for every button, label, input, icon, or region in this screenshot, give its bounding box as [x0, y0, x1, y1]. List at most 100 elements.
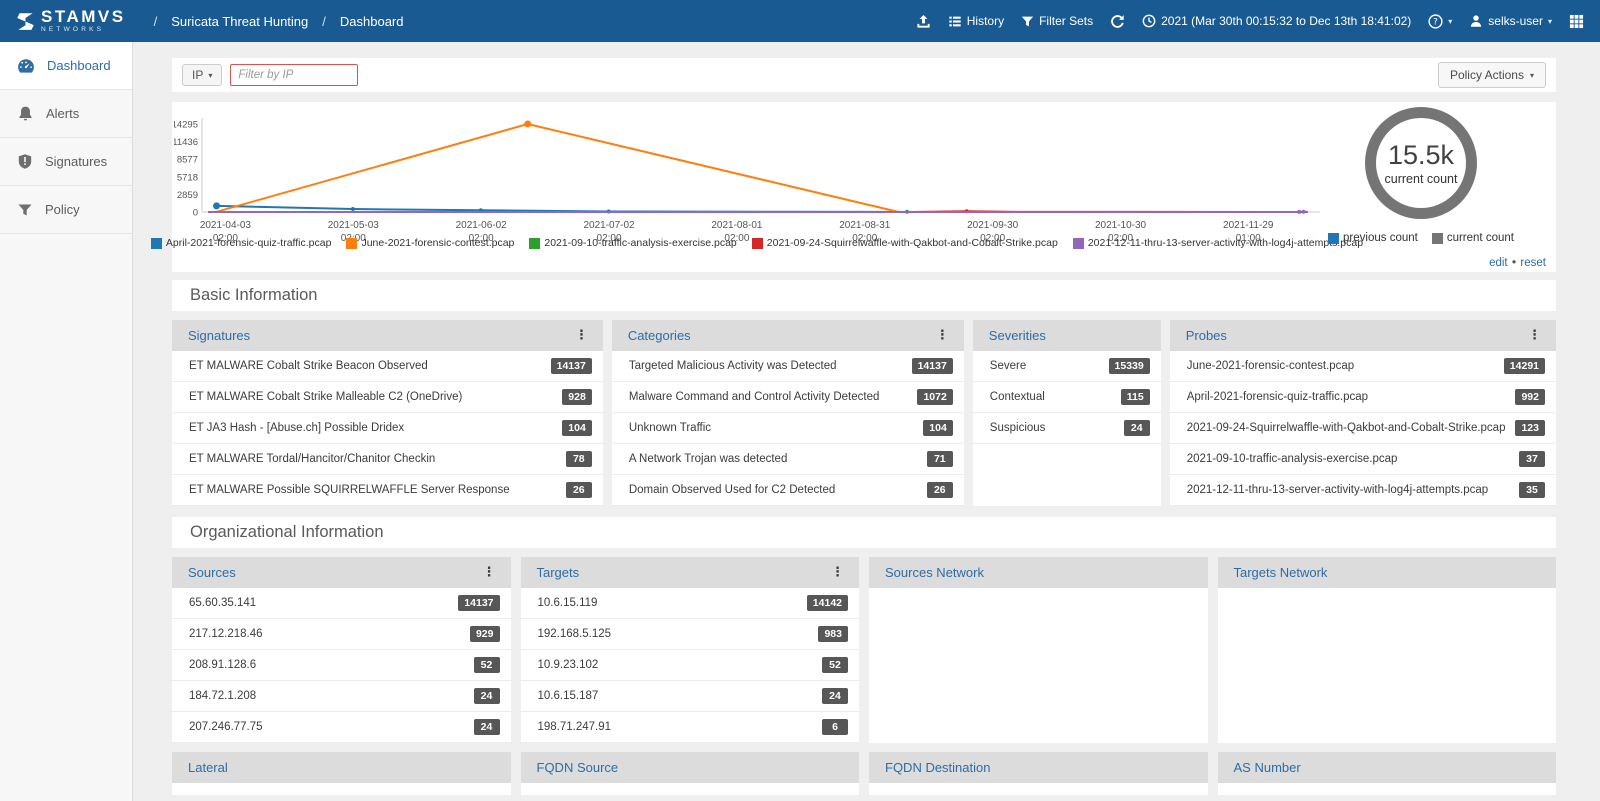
- card-title: Sources Network: [885, 565, 984, 580]
- stats-row[interactable]: Severe 15339: [972, 351, 1161, 382]
- upload-button[interactable]: [916, 14, 931, 29]
- chart-legend-item[interactable]: 2021-09-24-Squirrelwaffle-with-Qakbot-an…: [751, 237, 1058, 249]
- time-range-picker[interactable]: 2021 (Mar 30th 00:15:32 to Dec 13th 18:4…: [1142, 14, 1411, 28]
- history-button[interactable]: History: [948, 14, 1004, 28]
- filter-type-select[interactable]: IP ▾: [182, 64, 223, 86]
- stats-row[interactable]: 207.246.77.75 24: [172, 712, 511, 743]
- kebab-menu-icon[interactable]: ⋮: [935, 328, 949, 343]
- kebab-menu-icon[interactable]: ⋮: [1528, 328, 1541, 343]
- refresh-button[interactable]: [1110, 14, 1125, 29]
- x-tick-time: 02:00: [852, 233, 877, 244]
- upload-icon: [917, 14, 930, 28]
- stats-row[interactable]: Unknown Traffic 104: [611, 413, 964, 444]
- stamus-logo[interactable]: STAMVS NETWORKS: [16, 8, 126, 34]
- chart-legend-item[interactable]: April-2021-forensic-quiz-traffic.pcap: [150, 237, 331, 249]
- filter-sets-button[interactable]: Filter Sets: [1021, 14, 1093, 28]
- stats-row-label: 207.246.77.75: [189, 721, 263, 733]
- y-tick-label: 2859: [177, 190, 198, 201]
- chevron-down-icon: ▾: [1448, 16, 1453, 26]
- gauge-ring: 15.5k current count: [1365, 107, 1477, 219]
- x-tick-date: 2021-08-31: [839, 220, 891, 231]
- filter-input[interactable]: [230, 64, 359, 86]
- stats-row[interactable]: 192.168.5.125 983: [520, 619, 859, 650]
- stats-row[interactable]: ET MALWARE Cobalt Strike Malleable C2 (O…: [172, 382, 603, 413]
- stats-row[interactable]: Domain Observed Used for C2 Detected 26: [611, 475, 964, 506]
- stats-row[interactable]: A Network Trojan was detected 71: [611, 444, 964, 475]
- stats-row[interactable]: 2021-09-24-Squirrelwaffle-with-Qakbot-an…: [1169, 413, 1556, 444]
- stats-row[interactable]: 2021-09-10-traffic-analysis-exercise.pca…: [1169, 444, 1556, 475]
- edit-link[interactable]: edit: [1489, 257, 1508, 269]
- stats-row[interactable]: 2021-12-11-thru-13-server-activity-with-…: [1169, 475, 1556, 506]
- gauge-value: 15.5k: [1387, 140, 1455, 170]
- count-badge: 983: [818, 626, 848, 642]
- stats-row[interactable]: Targeted Malicious Activity was Detected…: [611, 351, 964, 382]
- stats-row[interactable]: 10.6.15.119 14142: [520, 588, 859, 619]
- count-badge: 115: [1120, 389, 1150, 405]
- y-tick-label: 5718: [177, 172, 198, 183]
- sidebar-item[interactable]: Alerts: [0, 90, 132, 138]
- user-menu[interactable]: selks-user ▾: [1469, 14, 1552, 28]
- stats-card: Severities ⋮ Severe 15339 Contextual 115…: [972, 320, 1161, 506]
- stats-row[interactable]: 10.6.15.187 24: [520, 681, 859, 712]
- stats-row[interactable]: Suspicious 24: [972, 413, 1161, 444]
- chart-legend-item[interactable]: 2021-12-11-thru-13-server-activity-with-…: [1072, 237, 1363, 249]
- main-content: IP ▾ Policy Actions ▾ 0 2859 5718 8577 11436…: [133, 42, 1600, 801]
- y-tick-label: 14295: [174, 120, 198, 131]
- stats-row-label: Unknown Traffic: [628, 422, 712, 434]
- stats-row[interactable]: 198.71.247.91 6: [520, 712, 859, 743]
- count-badge: 14137: [550, 358, 592, 374]
- chart-data-point: [1301, 209, 1306, 214]
- count-badge: 14137: [911, 358, 953, 374]
- card-header: Sources Network ⋮: [869, 557, 1208, 588]
- card-body: [1217, 588, 1556, 743]
- dot-separator: •: [1510, 255, 1518, 269]
- kebab-menu-icon[interactable]: ⋮: [574, 328, 588, 343]
- stats-row[interactable]: ET MALWARE Possible SQUIRRELWAFFLE Serve…: [172, 475, 603, 506]
- funnel-icon: [17, 202, 33, 218]
- stats-row[interactable]: June-2021-forensic-contest.pcap 14291: [1169, 351, 1556, 382]
- x-tick-time: 02:00: [724, 233, 749, 244]
- stats-row[interactable]: 184.72.1.208 24: [172, 681, 511, 712]
- breadcrumb-app[interactable]: Suricata Threat Hunting: [171, 13, 309, 29]
- card-header: Targets Network ⋮: [1217, 557, 1556, 588]
- stats-card: Targets Network ⋮: [1217, 557, 1556, 743]
- x-tick-time: 01:00: [1236, 233, 1261, 244]
- chart-data-point: [524, 120, 532, 128]
- timeline-chart-card: 0 2859 5718 8577 11436 14295 2021-04-03 02:00 20…: [150, 102, 1556, 272]
- card-body: Targeted Malicious Activity was Detected…: [611, 351, 964, 506]
- stats-row[interactable]: ET MALWARE Tordal/Hancitor/Chanitor Chec…: [172, 444, 603, 475]
- gauge-label: current count: [1384, 172, 1458, 186]
- card-header: Lateral: [172, 752, 511, 783]
- card-header: Targets ⋮: [520, 557, 859, 588]
- kebab-menu-icon[interactable]: ⋮: [831, 565, 844, 580]
- breadcrumb-page[interactable]: Dashboard: [339, 13, 404, 29]
- help-menu[interactable]: ? ▾: [1428, 13, 1453, 29]
- sidebar-item[interactable]: Dashboard: [0, 42, 132, 90]
- legend-swatch: [529, 237, 541, 249]
- reset-link[interactable]: reset: [1520, 257, 1546, 269]
- stats-row[interactable]: April-2021-forensic-quiz-traffic.pcap 99…: [1169, 382, 1556, 413]
- stats-row[interactable]: Contextual 115: [972, 382, 1161, 413]
- kebab-menu-icon[interactable]: ⋮: [482, 565, 496, 580]
- x-tick-date: 2021-11-29: [1223, 220, 1274, 231]
- stats-row[interactable]: ET MALWARE Cobalt Strike Beacon Observed…: [172, 351, 603, 382]
- shield-icon: [17, 153, 33, 170]
- stats-row-label: Targeted Malicious Activity was Detected: [628, 360, 837, 372]
- sidebar-item[interactable]: Policy: [0, 186, 132, 234]
- card-body: [869, 588, 1208, 743]
- chart-legend-item[interactable]: 2021-09-10-traffic-analysis-exercise.pca…: [529, 237, 737, 249]
- chart-legend-item[interactable]: June-2021-forensic-contest.pcap: [346, 237, 514, 249]
- sidebar-item[interactable]: Signatures: [0, 138, 132, 186]
- stats-row[interactable]: 10.9.23.102 52: [520, 650, 859, 681]
- count-badge: 6: [822, 719, 848, 735]
- card-title: Targets Network: [1233, 565, 1328, 580]
- stats-row[interactable]: 65.60.35.141 14137: [172, 588, 511, 619]
- stats-row-label: 65.60.35.141: [189, 597, 257, 609]
- apps-grid-button[interactable]: [1569, 14, 1584, 29]
- stats-row[interactable]: Malware Command and Control Activity Det…: [611, 382, 964, 413]
- stats-row[interactable]: 208.91.128.6 52: [172, 650, 511, 681]
- stats-row[interactable]: ET JA3 Hash - [Abuse.ch] Possible Dridex…: [172, 413, 603, 444]
- policy-actions-button[interactable]: Policy Actions ▾: [1437, 62, 1546, 88]
- section-title-basic-information: Basic Information: [172, 280, 1556, 311]
- stats-row[interactable]: 217.12.218.46 929: [172, 619, 511, 650]
